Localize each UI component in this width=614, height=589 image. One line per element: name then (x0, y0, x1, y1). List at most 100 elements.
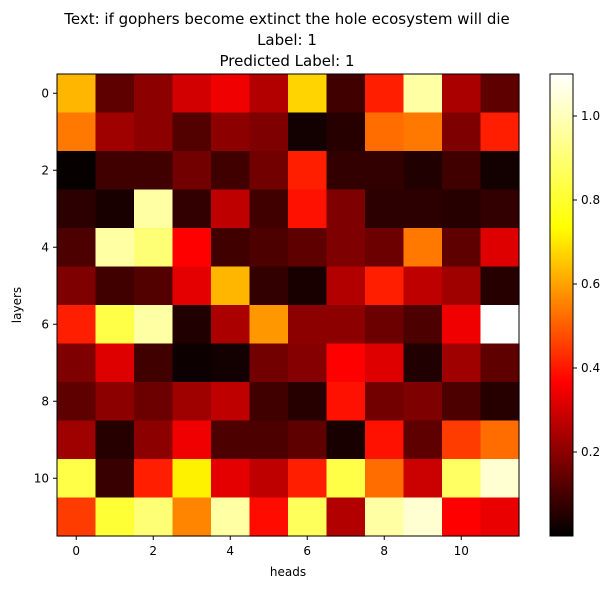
heatmap-cell-r7-c3 (172, 343, 212, 383)
heatmap-cell-r5-c11 (480, 266, 520, 306)
y-tick-label: 4 (41, 240, 49, 254)
heatmap-cell-r0-c8 (365, 74, 405, 114)
heatmap-cell-r2-c9 (403, 151, 443, 191)
y-tick-label: 0 (41, 86, 49, 100)
heatmap-cell-r3-c11 (480, 189, 520, 229)
heatmap-cell-r10-c10 (442, 459, 482, 499)
heatmap-cell-r7-c4 (211, 343, 251, 383)
heatmap-cell-r2-c11 (480, 151, 520, 191)
heatmap-cell-r5-c1 (95, 266, 135, 306)
heatmap-cell-r11-c9 (403, 497, 443, 537)
heatmap-cell-r6-c7 (326, 305, 366, 345)
heatmap-cell-r7-c6 (288, 343, 328, 383)
heatmap-cell-r6-c1 (95, 305, 135, 345)
heatmap-cell-r6-c3 (172, 305, 212, 345)
heatmap-cells (57, 74, 520, 537)
heatmap-cell-r0-c4 (211, 74, 251, 114)
heatmap-cell-r2-c3 (172, 151, 212, 191)
x-tick-label: 0 (72, 544, 80, 558)
heatmap-cell-r3-c9 (403, 189, 443, 229)
heatmap-cell-r1-c3 (172, 112, 212, 152)
heatmap-cell-r8-c7 (326, 382, 366, 422)
heatmap-cell-r6-c11 (480, 305, 520, 345)
heatmap-cell-r5-c0 (57, 266, 97, 306)
heatmap-cell-r1-c11 (480, 112, 520, 152)
plot-frame (56, 73, 520, 537)
heatmap-cell-r6-c9 (403, 305, 443, 345)
heatmap-cell-r0-c6 (288, 74, 328, 114)
y-tick-label: 8 (41, 394, 49, 408)
heatmap-cell-r0-c11 (480, 74, 520, 114)
x-tick-label: 6 (303, 544, 311, 558)
heatmap-cell-r10-c6 (288, 459, 328, 499)
heatmap-cell-r4-c1 (95, 228, 135, 268)
y-tick-label: 2 (41, 163, 49, 177)
heatmap-cell-r1-c0 (57, 112, 97, 152)
heatmap-cell-r10-c9 (403, 459, 443, 499)
heatmap-cell-r1-c6 (288, 112, 328, 152)
heatmap-cell-r10-c3 (172, 459, 212, 499)
y-tick-label: 10 (34, 471, 49, 485)
heatmap-cell-r9-c5 (249, 420, 289, 460)
x-axis-ticks: 0 2 4 6 8 10 (72, 536, 469, 558)
heatmap-cell-r7-c7 (326, 343, 366, 383)
heatmap-cell-r6-c8 (365, 305, 405, 345)
heatmap-cell-r2-c4 (211, 151, 251, 191)
x-tick-label: 2 (149, 544, 157, 558)
heatmap-cell-r9-c2 (134, 420, 174, 460)
heatmap-cell-r3-c6 (288, 189, 328, 229)
heatmap-cell-r3-c1 (95, 189, 135, 229)
heatmap-cell-r4-c7 (326, 228, 366, 268)
colorbar-tick-label: 0.4 (581, 361, 600, 375)
heatmap-cell-r4-c6 (288, 228, 328, 268)
heatmap-cell-r10-c2 (134, 459, 174, 499)
heatmap-cell-r5-c2 (134, 266, 174, 306)
heatmap-cell-r8-c9 (403, 382, 443, 422)
heatmap-cell-r1-c2 (134, 112, 174, 152)
heatmap-cell-r5-c5 (249, 266, 289, 306)
heatmap-cell-r3-c5 (249, 189, 289, 229)
heatmap-cell-r10-c7 (326, 459, 366, 499)
heatmap-cell-r11-c7 (326, 497, 366, 537)
heatmap-cell-r7-c11 (480, 343, 520, 383)
heatmap-cell-r0-c9 (403, 74, 443, 114)
heatmap-cell-r4-c3 (172, 228, 212, 268)
heatmap-cell-r2-c5 (249, 151, 289, 191)
heatmap-cell-r9-c0 (57, 420, 97, 460)
heatmap-cell-r11-c3 (172, 497, 212, 537)
y-axis-label: layers (10, 287, 24, 323)
heatmap-cell-r9-c4 (211, 420, 251, 460)
heatmap-cell-r9-c11 (480, 420, 520, 460)
heatmap-cell-r1-c4 (211, 112, 251, 152)
heatmap-cell-r11-c11 (480, 497, 520, 537)
heatmap-cell-r5-c4 (211, 266, 251, 306)
heatmap-cell-r11-c4 (211, 497, 251, 537)
heatmap-cell-r8-c3 (172, 382, 212, 422)
heatmap-cell-r10-c4 (211, 459, 251, 499)
heatmap-cell-r4-c0 (57, 228, 97, 268)
heatmap-cell-r5-c7 (326, 266, 366, 306)
chart-title-line-1: Text: if gophers become extinct the hole… (63, 10, 510, 28)
heatmap-cell-r5-c10 (442, 266, 482, 306)
heatmap-cell-r7-c1 (95, 343, 135, 383)
heatmap-cell-r1-c7 (326, 112, 366, 152)
heatmap-cell-r5-c3 (172, 266, 212, 306)
heatmap-cell-r2-c1 (95, 151, 135, 191)
heatmap-cell-r4-c8 (365, 228, 405, 268)
heatmap-cell-r11-c6 (288, 497, 328, 537)
heatmap-cell-r7-c0 (57, 343, 97, 383)
heatmap-cell-r0-c2 (134, 74, 174, 114)
heatmap-cell-r8-c11 (480, 382, 520, 422)
heatmap-cell-r1-c10 (442, 112, 482, 152)
chart-title-line-3: Predicted Label: 1 (219, 52, 354, 70)
heatmap-cell-r1-c5 (249, 112, 289, 152)
heatmap-cell-r9-c10 (442, 420, 482, 460)
heatmap-cell-r11-c10 (442, 497, 482, 537)
heatmap-cell-r0-c1 (95, 74, 135, 114)
heatmap-cell-r10-c11 (480, 459, 520, 499)
heatmap-cell-r7-c8 (365, 343, 405, 383)
heatmap-cell-r6-c6 (288, 305, 328, 345)
heatmap-cell-r10-c8 (365, 459, 405, 499)
heatmap-cell-r8-c0 (57, 382, 97, 422)
